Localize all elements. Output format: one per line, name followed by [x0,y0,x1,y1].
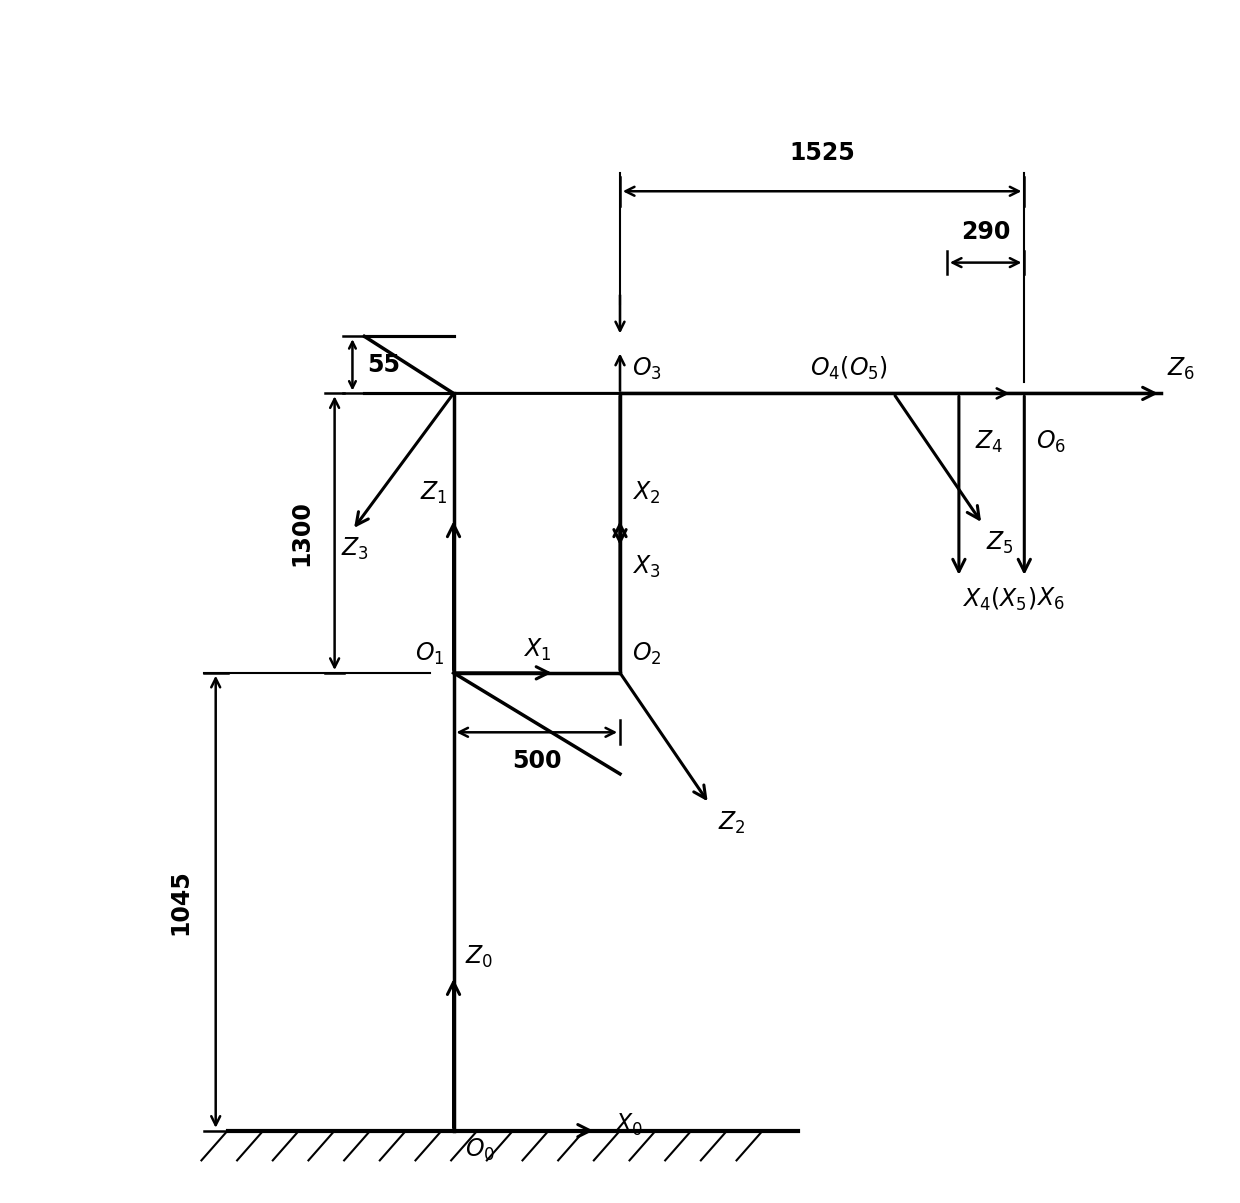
Text: $X_4(X_5)$: $X_4(X_5)$ [962,586,1037,614]
Text: $O_6$: $O_6$ [1037,429,1066,455]
Text: $X_1$: $X_1$ [523,638,551,663]
Text: $Z_2$: $Z_2$ [718,810,745,836]
Text: $Z_4$: $Z_4$ [975,429,1003,455]
Text: 1525: 1525 [790,141,856,165]
Text: $X_2$: $X_2$ [632,480,660,506]
Text: $O_2$: $O_2$ [632,641,661,666]
Text: $Z_6$: $Z_6$ [1167,355,1195,381]
Text: 290: 290 [961,220,1011,243]
Text: $Z_0$: $Z_0$ [465,944,494,970]
Text: $Z_1$: $Z_1$ [420,480,448,506]
Text: 1045: 1045 [167,869,192,935]
Text: $O_0$: $O_0$ [465,1137,496,1163]
Text: 1300: 1300 [289,500,314,567]
Text: 500: 500 [512,749,562,774]
Text: $Z_3$: $Z_3$ [341,537,368,562]
Text: 55: 55 [367,352,399,377]
Text: $O_1$: $O_1$ [414,641,444,666]
Text: $O_4(O_5)$: $O_4(O_5)$ [810,355,888,381]
Text: $X_6$: $X_6$ [1037,586,1065,612]
Text: $O_3$: $O_3$ [632,355,662,381]
Text: $Z_5$: $Z_5$ [986,531,1014,556]
Text: $X_0$: $X_0$ [614,1112,642,1138]
Text: $X_3$: $X_3$ [632,553,660,580]
